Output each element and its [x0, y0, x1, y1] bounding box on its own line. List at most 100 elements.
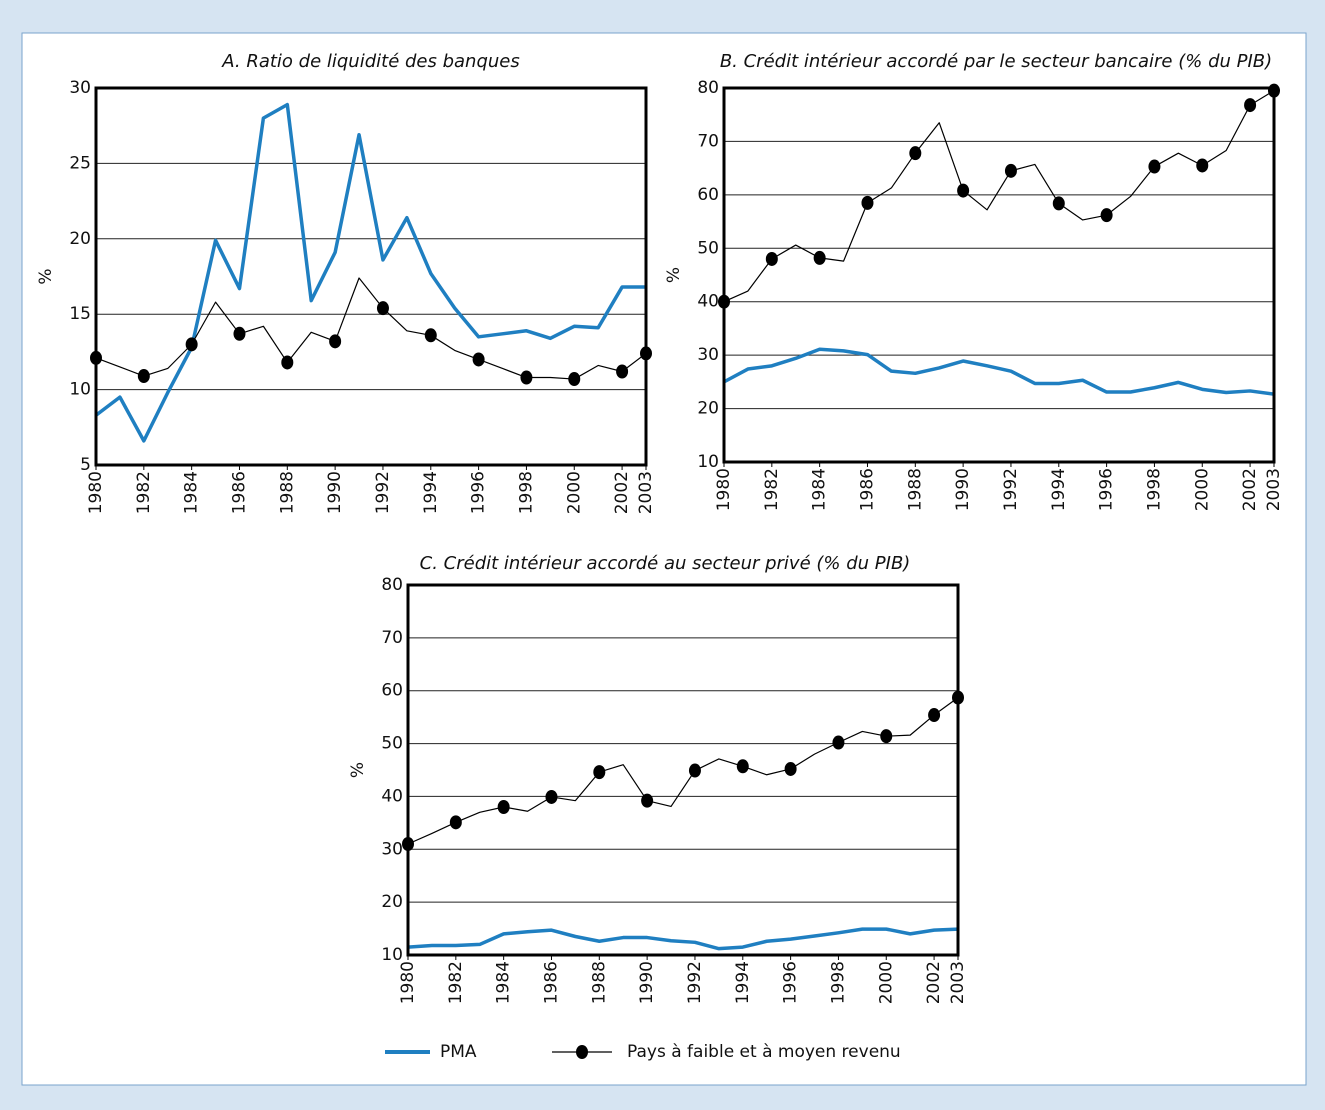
marker [832, 735, 845, 750]
marker [185, 337, 198, 352]
y-tick-label: 80 [381, 575, 403, 595]
x-tick-label: 2002 [924, 961, 944, 1004]
marker [520, 370, 533, 385]
marker [688, 763, 701, 778]
x-tick-label: 2000 [1192, 468, 1212, 511]
marker [1100, 208, 1113, 223]
x-tick-label: 1986 [857, 468, 877, 511]
x-tick-label: 1994 [733, 961, 753, 1004]
marker [329, 334, 342, 349]
x-tick-label: 1996 [469, 471, 489, 514]
x-tick-label: 2003 [636, 471, 656, 514]
x-tick-label: 1988 [589, 961, 609, 1004]
x-tick-label: 1982 [134, 471, 154, 514]
x-tick-label: 2002 [1240, 468, 1260, 511]
marker [424, 328, 437, 343]
x-tick-label: 2003 [948, 961, 968, 1004]
x-tick-label: 1982 [762, 468, 782, 511]
x-tick-label: 1980 [398, 961, 418, 1004]
marker [861, 195, 874, 210]
y-tick-label: 60 [697, 185, 719, 205]
y-tick-label: 15 [69, 304, 91, 324]
x-tick-label: 1998 [1144, 468, 1164, 511]
y-axis-label: % [348, 762, 368, 778]
y-tick-label: 20 [381, 892, 403, 912]
marker [813, 250, 826, 265]
y-tick-label: 20 [697, 399, 719, 419]
x-tick-label: 1988 [277, 471, 297, 514]
panel [21, 32, 1307, 1086]
x-tick-label: 1998 [828, 961, 848, 1004]
y-tick-label: 70 [697, 131, 719, 151]
x-tick-label: 1986 [229, 471, 249, 514]
x-tick-label: 1980 [714, 468, 734, 511]
marker [765, 251, 778, 266]
plot-frame [94, 86, 648, 467]
y-tick-label: 40 [381, 786, 403, 806]
marker [641, 793, 654, 808]
x-tick-label: 1984 [494, 961, 514, 1004]
marker [281, 355, 294, 370]
marker [376, 301, 389, 316]
marker [1196, 158, 1209, 173]
x-tick-label: 1990 [637, 961, 657, 1004]
x-tick-label: 1998 [516, 471, 536, 514]
marker [880, 729, 893, 744]
marker [449, 815, 462, 830]
marker [736, 759, 749, 774]
x-tick-label: 2000 [564, 471, 584, 514]
x-tick-label: 1994 [1049, 468, 1069, 511]
marker [784, 761, 797, 776]
chart-title: C. Crédit intérieur accordé au secteur p… [420, 553, 911, 574]
x-tick-label: 1986 [541, 961, 561, 1004]
marker [1004, 163, 1017, 178]
marker [1244, 98, 1257, 113]
marker [616, 364, 629, 379]
plot-frame [722, 86, 1276, 464]
y-tick-label: 80 [697, 78, 719, 98]
x-tick-label: 1992 [1001, 468, 1021, 511]
y-tick-label: 30 [381, 839, 403, 859]
marker [497, 800, 510, 814]
x-tick-label: 1980 [86, 471, 106, 514]
y-tick-label: 5 [80, 455, 91, 475]
plot-frame [406, 583, 960, 957]
x-tick-label: 2003 [1264, 468, 1284, 511]
x-tick-label: 1992 [685, 961, 705, 1004]
y-tick-label: 30 [697, 345, 719, 365]
x-tick-label: 1996 [781, 961, 801, 1004]
y-tick-label: 40 [697, 292, 719, 312]
marker [472, 352, 485, 367]
x-tick-label: 1990 [325, 471, 345, 514]
x-tick-label: 1994 [421, 471, 441, 514]
chart-title: B. Crédit intérieur accordé par le secte… [720, 51, 1272, 72]
y-tick-label: 30 [69, 78, 91, 98]
y-tick-label: 20 [69, 229, 91, 249]
marker [137, 369, 150, 384]
y-tick-label: 10 [69, 380, 91, 400]
y-tick-label: 10 [697, 452, 719, 472]
series-line [407, 927, 959, 951]
x-tick-label: 1988 [905, 468, 925, 511]
chart-title: A. Ratio de liquidité des banques [221, 51, 520, 72]
x-tick-label: 1982 [446, 961, 466, 1004]
x-tick-label: 1996 [1097, 468, 1117, 511]
y-tick-label: 70 [381, 628, 403, 648]
y-tick-label: 50 [697, 238, 719, 258]
x-tick-label: 1990 [953, 468, 973, 511]
x-tick-label: 2002 [612, 471, 632, 514]
y-tick-label: 10 [381, 945, 403, 965]
x-tick-label: 1984 [182, 471, 202, 514]
x-tick-label: 2000 [876, 961, 896, 1004]
y-tick-label: 60 [381, 681, 403, 701]
marker [928, 708, 941, 723]
legend-label: Pays à faible et à moyen revenu [627, 1042, 901, 1062]
y-axis-label: % [36, 268, 56, 284]
x-tick-label: 1984 [810, 468, 830, 511]
y-axis-label: % [664, 267, 684, 283]
series-line [94, 102, 646, 443]
marker [568, 372, 581, 387]
x-tick-label: 1992 [373, 471, 393, 514]
series-line [723, 347, 1275, 396]
